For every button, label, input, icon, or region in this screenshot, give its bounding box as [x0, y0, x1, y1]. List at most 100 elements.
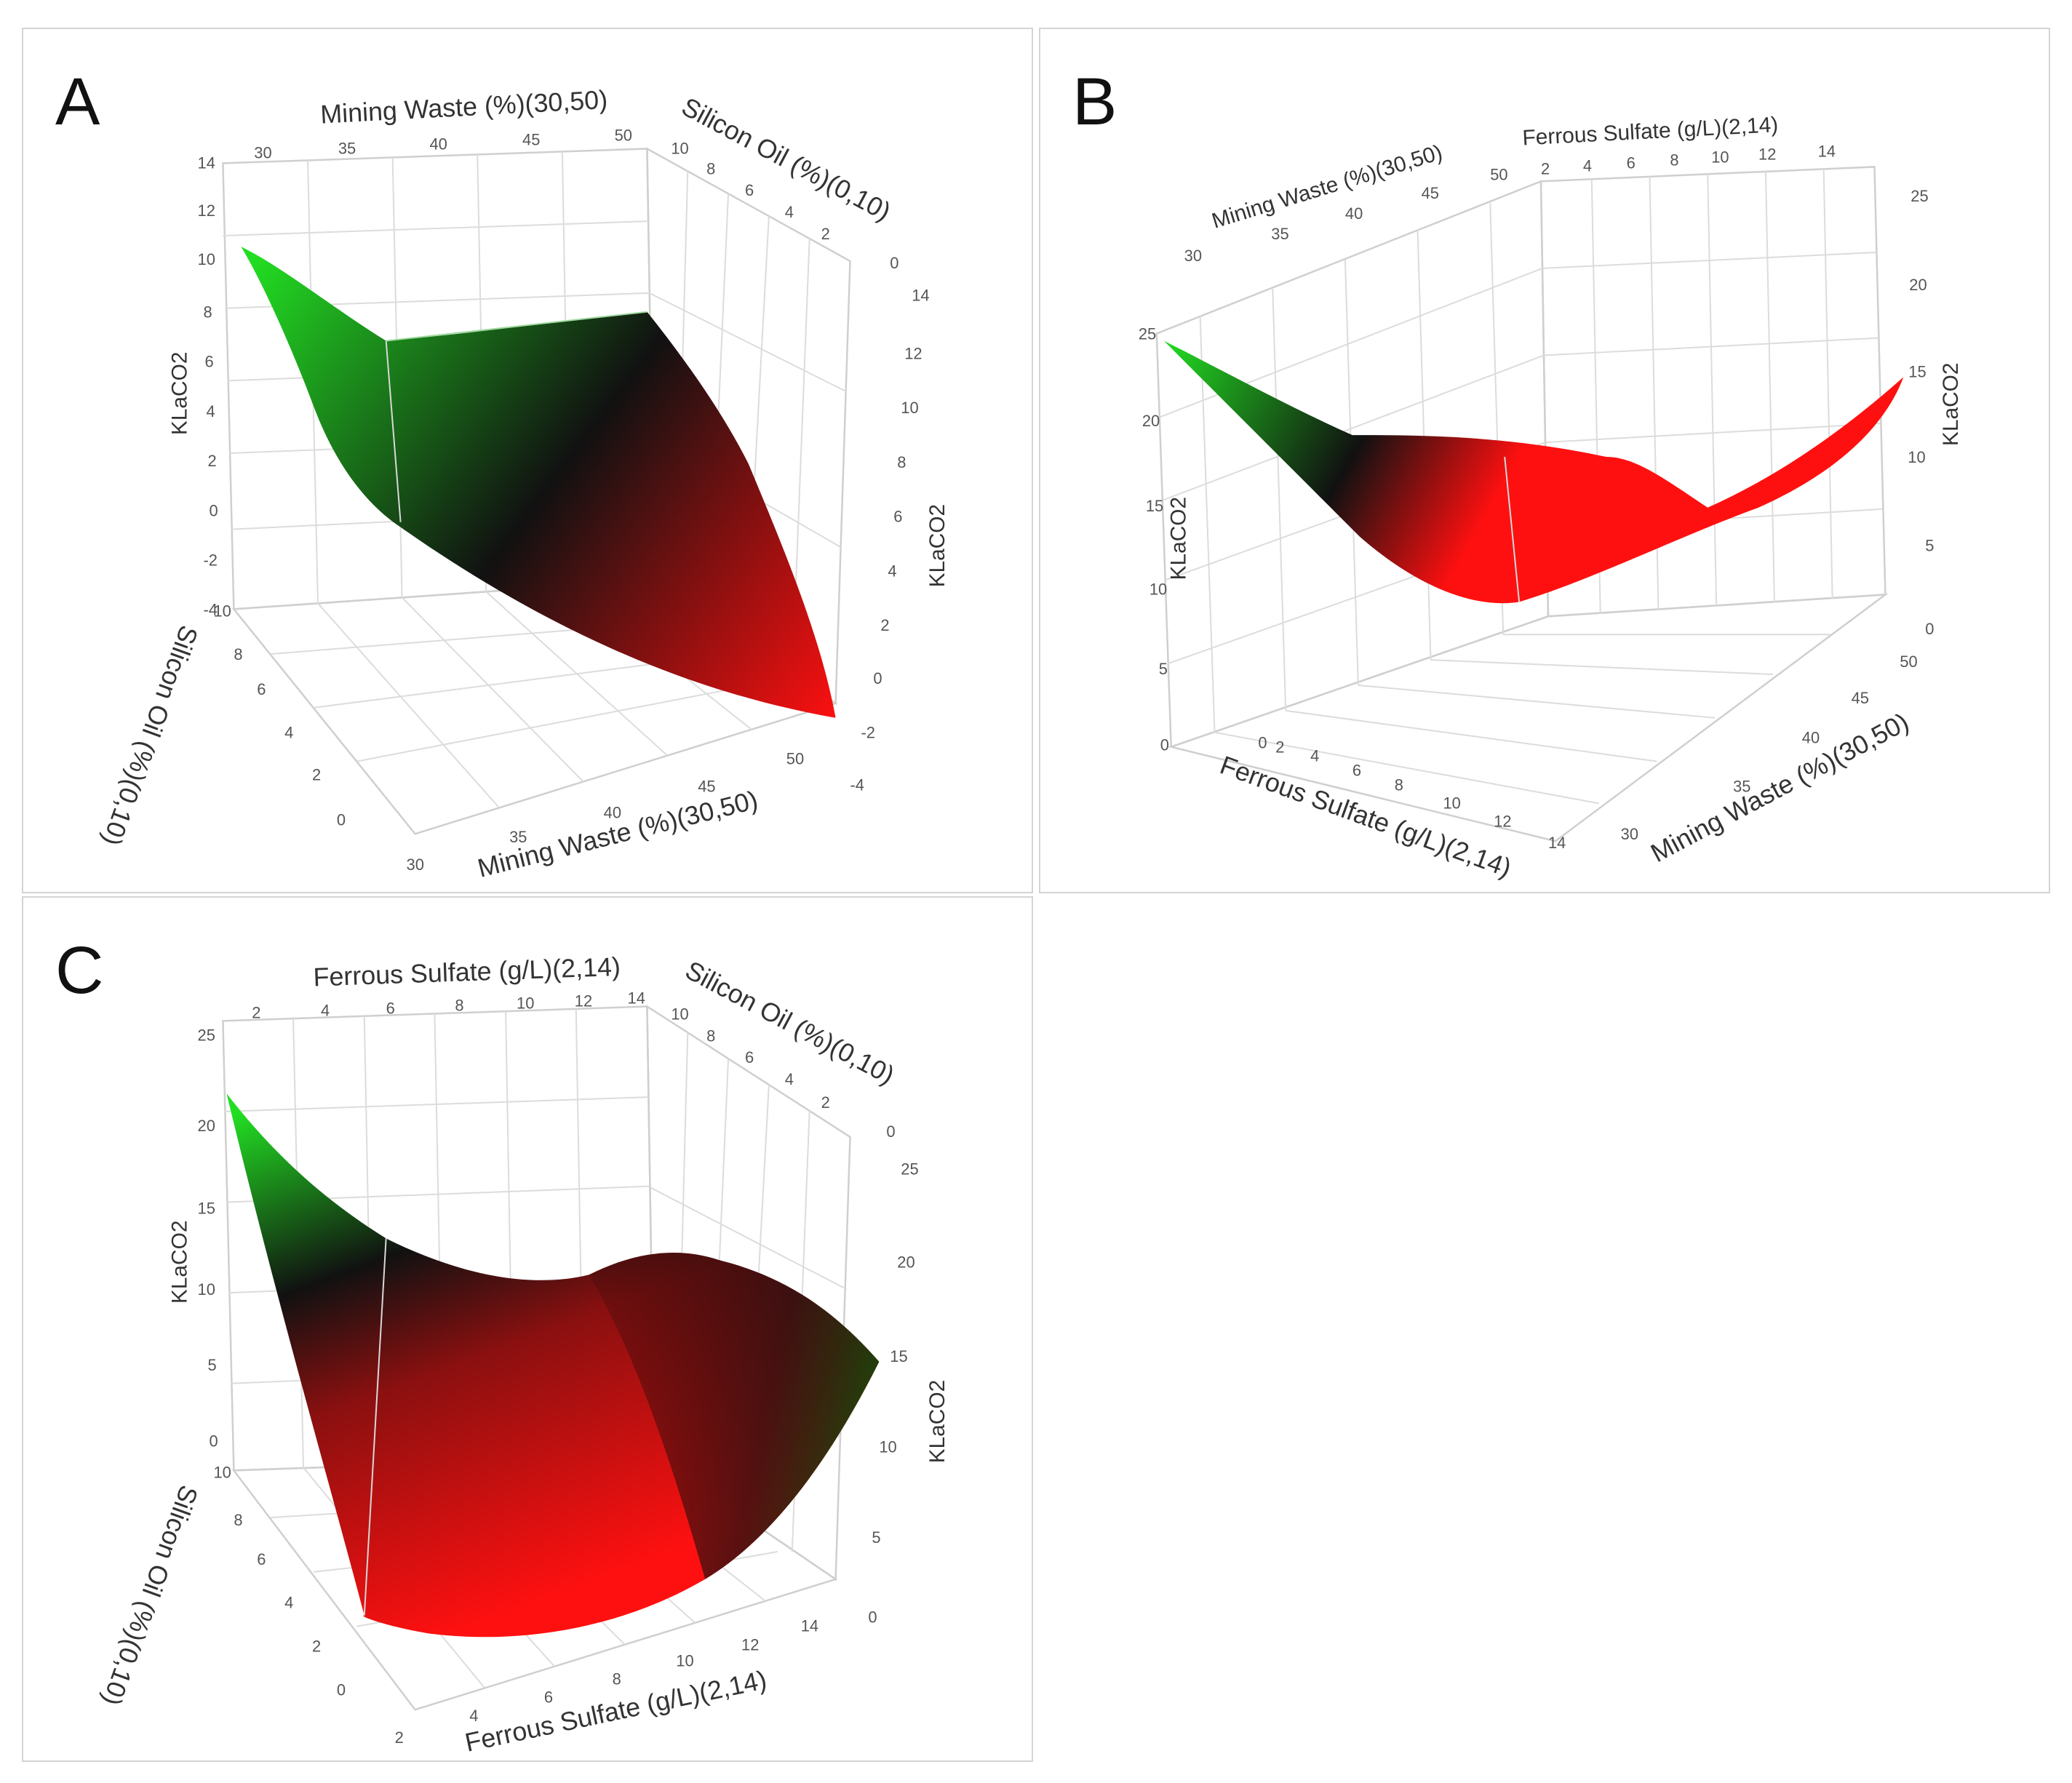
panel-a-right-z-tick: 8: [897, 453, 906, 471]
panel-a-bottom-y-tick: 2: [312, 766, 321, 784]
panel-a-right-z-tick: 0: [873, 669, 882, 687]
panel-b-bottom-x-tick: 0: [1258, 734, 1267, 752]
panel-b-top-y-title: Ferrous Sulfate (g/L)(2,14): [1522, 113, 1779, 150]
panel-b-top-y-ticks: 2 4 6 8 10 12 14: [1541, 142, 1836, 177]
panel-a-top-x-tick: 30: [254, 143, 271, 161]
panel-b: B: [1039, 28, 2050, 893]
panel-b-top-y-tick: 14: [1818, 142, 1836, 160]
panel-a-bottom-x-tick: 30: [407, 855, 424, 874]
panel-b-right-z-title: KLaCO2: [1939, 362, 1963, 446]
panel-c-bottom-x-tick: 4: [469, 1707, 478, 1725]
panel-c-bottom-y-tick: 10: [213, 1463, 231, 1481]
panel-a-right-z-title: KLaCO2: [925, 504, 949, 588]
panel-a-left-z-ticks: 14 12 10 8 6 4 2 0 -2 -4: [198, 153, 218, 618]
panel-b-left-z-tick: 10: [1149, 580, 1167, 598]
panel-b-top-y-tick: 2: [1541, 159, 1550, 177]
panel-a-top-x-tick: 50: [615, 126, 632, 144]
panel-a-top-x-title: Mining Waste (%)(30,50): [319, 85, 608, 129]
panel-c-top-x-tick: 8: [455, 996, 463, 1014]
panel-a-top-y-ticks: 10 8 6 4 2 0: [671, 139, 898, 271]
panel-c-bottom-y-tick: 2: [312, 1638, 321, 1656]
panel-b-left-z-tick: 20: [1142, 412, 1160, 430]
panel-c-letter: C: [55, 933, 104, 1008]
panel-c-top-y-tick: 4: [785, 1070, 794, 1088]
panel-b-top-x-tick: 40: [1345, 204, 1363, 223]
panel-c-left-z-ticks: 25 20 15 10 5 0: [198, 1026, 218, 1450]
panel-b-bottom-x-tick: 4: [1310, 747, 1319, 765]
panel-a-top-y-tick: 4: [785, 203, 794, 221]
panel-b-right-z-tick: 10: [1908, 448, 1925, 466]
panel-a-top-y-tick: 8: [706, 159, 715, 177]
panel-b-left-z-tick: 25: [1139, 325, 1156, 343]
panel-a-surface-edge-top: [386, 311, 648, 342]
panel-a-left-z-tick: 14: [198, 153, 215, 172]
panel-b-top-x-tick: 35: [1271, 225, 1288, 243]
panel-b-left-z-tick: 0: [1160, 736, 1169, 754]
panel-a-left-z-tick: 6: [204, 352, 213, 370]
panel-c: C: [22, 896, 1033, 1762]
panel-b-bottom-y-tick: 30: [1621, 825, 1638, 843]
panel-c-left-z-tick: 20: [198, 1117, 215, 1135]
panel-c-bottom-y-tick: 4: [284, 1594, 293, 1612]
panel-a-top-y-tick: 10: [671, 139, 688, 157]
panel-b-bottom-x-title: Ferrous Sulfate (g/L)(2,14): [1216, 750, 1515, 882]
panel-a-right-z-tick: -4: [850, 775, 864, 794]
panel-b-bottom-y-tick: 35: [1733, 777, 1750, 795]
panel-c-bottom-x-tick: 2: [395, 1728, 404, 1747]
panel-b-right-z-ticks: 25 20 15 10 5 0: [1908, 187, 1934, 638]
panel-b-bottom-y-tick: 45: [1852, 689, 1869, 707]
panel-a-surface-edge: [385, 340, 402, 522]
panel-b-bottom-y-tick: 40: [1802, 729, 1820, 747]
panel-b-bottom-x-tick: 14: [1548, 834, 1566, 852]
panel-a-top-x-tick: 45: [522, 130, 540, 148]
panel-a-letter: A: [55, 65, 100, 139]
panel-a: A: [22, 28, 1033, 893]
panel-a-right-z-tick: -2: [861, 724, 874, 742]
panel-c-top-x-title: Ferrous Sulfate (g/L)(2,14): [313, 952, 621, 992]
panel-c-top-y-tick: 10: [671, 1005, 688, 1023]
panel-b-right-z-tick: 5: [1925, 537, 1934, 555]
panel-a-bottom-y-tick: 0: [337, 810, 346, 829]
panel-b-left-z-title: KLaCO2: [1167, 497, 1191, 581]
panel-a-bottom-x-tick: 35: [509, 828, 527, 846]
panel-b-right-z-tick: 0: [1925, 620, 1934, 638]
panel-c-bottom-y-tick: 6: [257, 1550, 266, 1568]
panel-b-top-x-tick: 30: [1184, 247, 1202, 265]
panel-b-letter: B: [1072, 65, 1117, 139]
panel-b-bottom-x-tick: 10: [1443, 794, 1460, 812]
panel-a-surface: [241, 246, 836, 718]
panel-c-right-z-tick: 0: [868, 1608, 877, 1627]
panel-b-surface: [1163, 340, 1904, 604]
panel-b-bottom-y-title: Mining Waste (%)(30,50): [1646, 707, 1913, 868]
panel-a-left-z-tick: 8: [204, 303, 212, 322]
panel-c-bottom-x-tick: 6: [544, 1688, 553, 1706]
panel-a-surface-chart: 30 35 40 45 50 Mining Waste (%)(30,50) 1…: [97, 85, 949, 883]
panel-a-top-x-tick: 40: [429, 135, 447, 153]
panel-c-surface-chart: 2 4 6 8 10 12 14 Ferrous Sulfate (g/L)(2…: [97, 952, 949, 1758]
panel-a-left-z-title: KLaCO2: [168, 352, 192, 436]
panel-c-right-z-tick: 10: [879, 1437, 896, 1456]
panel-c-top-x-ticks: 2 4 6 8 10 12 14: [252, 989, 645, 1022]
panel-a-bottom-y-tick: 8: [234, 645, 242, 663]
panel-a-left-z-tick: -2: [204, 551, 218, 570]
panel-b-top-y-tick: 6: [1627, 153, 1635, 172]
panel-a-right-z-ticks: 14 12 10 8 6 4 2 0 -2 -4: [850, 287, 930, 794]
panel-a-bottom-x-ticks: 30 35 40 45 50: [407, 750, 805, 874]
panel-c-right-z-tick: 15: [890, 1347, 907, 1365]
panel-c-top-y-tick: 0: [886, 1122, 895, 1141]
panel-c-right-z-ticks: 25 20 15 10 5 0: [868, 1160, 918, 1627]
panel-c-top-y-tick: 6: [745, 1048, 754, 1066]
panel-b-bottom-x-tick: 6: [1352, 762, 1361, 780]
panel-b-left-z-tick: 5: [1159, 660, 1168, 678]
panel-b-right-z-tick: 20: [1909, 276, 1926, 294]
panel-b-surface-edge: [1504, 456, 1521, 602]
panel-c-left-z-tick: 10: [198, 1280, 215, 1299]
panel-a-right-z-tick: 6: [893, 508, 902, 526]
panel-a-right-z-tick: 2: [880, 616, 889, 634]
panel-c-top-x-tick: 12: [575, 992, 592, 1010]
panel-b-bottom-y-ticks: 50 45 40 35 30: [1621, 653, 1918, 843]
panel-b-top-x-tick: 45: [1422, 184, 1439, 202]
panel-b-top-x-title: Mining Waste (%)(30,50): [1209, 140, 1446, 234]
panel-a-right-z-tick: 12: [904, 344, 922, 362]
panel-c-top-x-tick: 10: [517, 994, 534, 1012]
